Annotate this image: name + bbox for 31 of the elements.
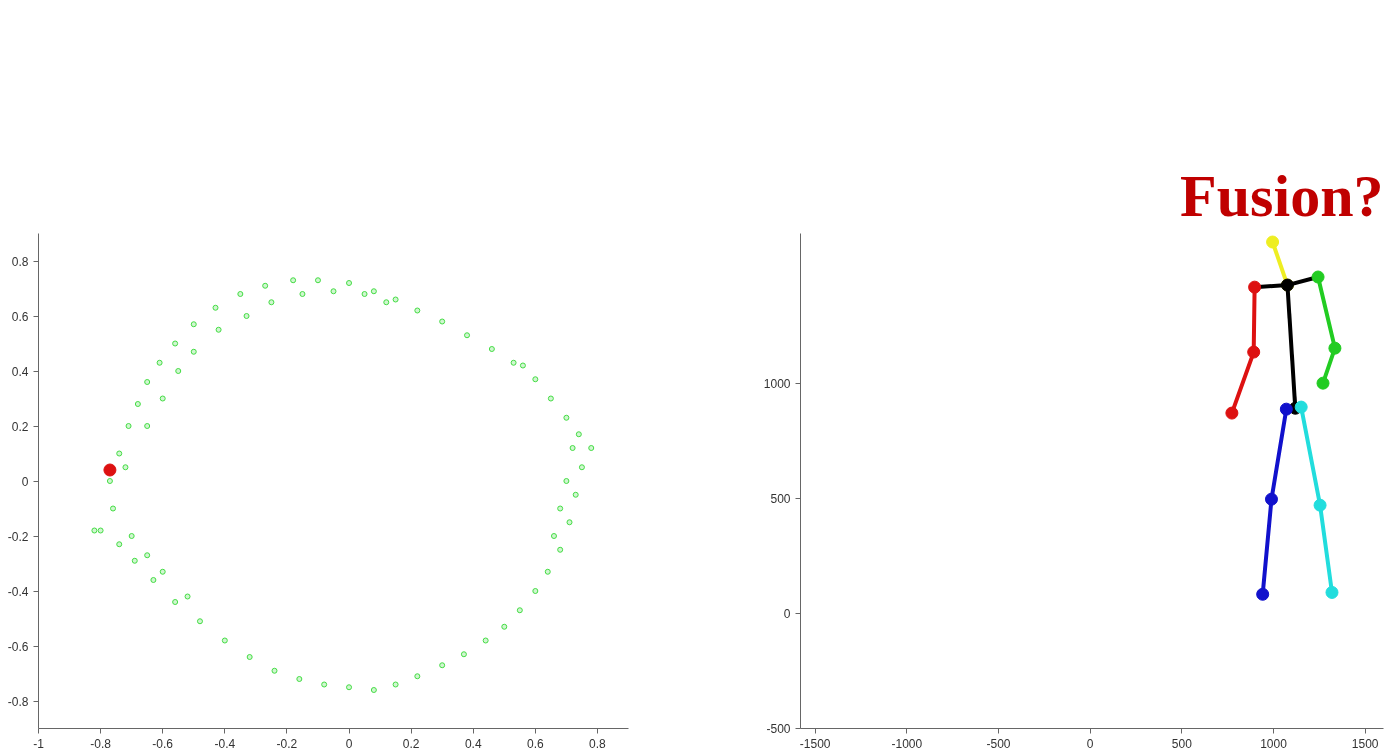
y-tick-label: -0.8: [7, 694, 29, 709]
y-tick-label: 0: [21, 474, 29, 489]
x-tick-label: -1: [33, 736, 45, 751]
y-tick-label: 0.2: [11, 419, 29, 434]
x-tick-label: -1500: [799, 736, 831, 751]
x-tick-label: -0.8: [90, 736, 112, 751]
x-tick-label: 0.4: [464, 736, 482, 751]
y-tick-label: 0.8: [11, 254, 29, 269]
x-tick-label: 0: [345, 736, 353, 751]
y-tick-label: 0.4: [11, 364, 29, 379]
x-tick-label: 0.6: [527, 736, 545, 751]
x-tick-label: -0.2: [276, 736, 298, 751]
x-tick-label: 500: [1171, 736, 1193, 751]
x-tick-label: 1500: [1351, 736, 1379, 751]
y-tick-label: 0.6: [11, 309, 29, 324]
x-tick-label: 0: [1086, 736, 1094, 751]
y-tick-label: -0.6: [7, 639, 29, 654]
x-tick-label: 0.2: [402, 736, 420, 751]
x-tick-label: 0.8: [589, 736, 607, 751]
y-tick-label: 0: [783, 606, 791, 621]
y-tick-label: 500: [770, 491, 791, 506]
x-tick-label: -0.6: [152, 736, 174, 751]
x-tick-label: -500: [986, 736, 1011, 751]
y-tick-label: 1000: [763, 376, 791, 391]
y-tick-label: -0.2: [7, 529, 29, 544]
y-tick-label: -500: [766, 722, 791, 736]
x-tick-label: -0.4: [214, 736, 236, 751]
text: Fusion?: [1180, 162, 1384, 229]
y-tick-label: -0.4: [7, 584, 29, 599]
x-tick-label: 1000: [1260, 736, 1288, 751]
x-tick-label: -1000: [891, 736, 923, 751]
